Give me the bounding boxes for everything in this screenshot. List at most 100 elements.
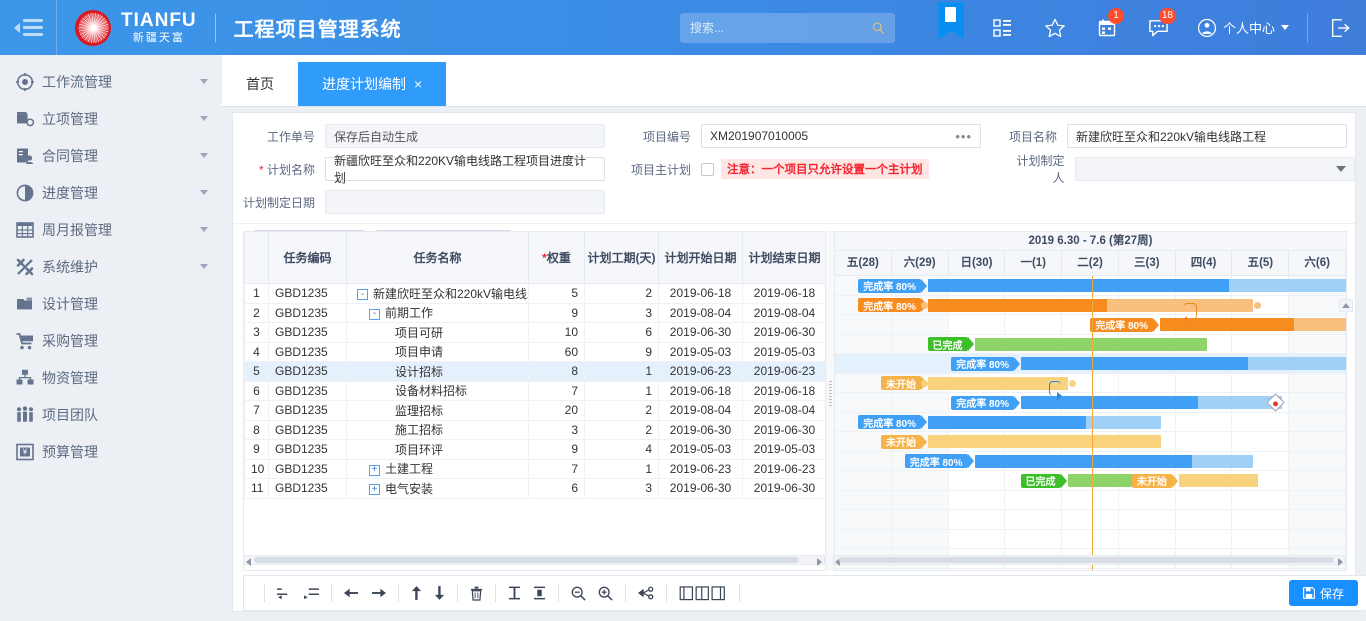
plan-name-field[interactable]: 新疆欣旺至众和220KV输电线路工程项目进度计划 [325,154,605,185]
cell-end-date[interactable]: 2019-06-18 [742,380,825,401]
cell-end-date[interactable]: 2019-05-03 [742,341,825,362]
cell-start-date[interactable]: 2019-05-03 [658,439,743,460]
cell-task-name[interactable]: 项目申请 [346,341,529,362]
cell-task-name[interactable]: -新建欣旺至众和220kV输电线路工程 [346,283,529,304]
pane-splitter[interactable] [825,231,835,571]
cell-weight[interactable]: 6 [528,478,585,499]
cell-end-date[interactable]: 2019-06-23 [742,361,825,382]
cell-start-date[interactable]: 2019-06-30 [658,478,743,499]
table-row[interactable]: 7 GBD1235 监理招标 20 2 2019-08-04 2019-08-04 [244,400,825,421]
sidebar-item-8[interactable]: 采购管理 [0,322,222,359]
sidebar-item-6[interactable]: 系统维护 [0,248,222,285]
gantt-bar[interactable] [1067,474,1147,487]
table-row[interactable]: 10 GBD1235 + 土建工程 7 1 2019-06-23 2019-06-23 [244,458,825,479]
move-left-icon[interactable] [344,587,359,599]
messages-button[interactable]: 18 [1133,0,1185,55]
gantt-bar[interactable] [928,298,1253,312]
cell-duration[interactable]: 1 [584,380,659,401]
save-button[interactable]: 保存 [1288,580,1358,606]
col-5[interactable]: 计划开始日期 [658,232,743,284]
cell-duration[interactable]: 2 [584,283,659,304]
cell-task-name[interactable]: 监理招标 [346,400,529,421]
bookmark-button[interactable] [925,0,977,55]
sidebar-item-1[interactable]: 工作流管理 [0,63,222,100]
gantt-scroll-up-button[interactable] [1339,299,1353,312]
cell-duration[interactable]: 2 [584,400,659,421]
cell-start-date[interactable]: 2019-06-23 [658,361,743,382]
delete-icon[interactable] [470,586,483,601]
cell-end-date[interactable]: 2019-06-18 [742,283,825,304]
gantt-link-handle[interactable] [921,379,928,387]
cell-end-date[interactable]: 2019-06-30 [742,478,825,499]
gantt-bar[interactable] [1159,318,1346,331]
planner-select[interactable] [1074,157,1355,181]
sidebar-collapse-button[interactable] [0,0,56,55]
gantt-bar[interactable] [974,337,1207,351]
cell-start-date[interactable]: 2019-05-03 [658,341,743,362]
close-icon[interactable]: × [414,76,423,92]
gantt-hscrollbar[interactable] [833,555,1345,566]
cell-end-date[interactable]: 2019-06-30 [742,419,825,440]
gantt-bar[interactable] [928,279,1346,292]
zoom-in-icon[interactable] [598,586,613,601]
gantt-bar[interactable] [974,454,1253,468]
cell-weight[interactable]: 3 [528,419,585,440]
cell-end-date[interactable]: 2019-05-03 [742,439,825,460]
cell-task-name[interactable]: 项目环评 [346,439,529,460]
sidebar-item-9[interactable]: 物资管理 [0,359,222,396]
favorites-button[interactable] [1029,0,1081,55]
cell-duration[interactable]: 6 [584,322,659,343]
gantt-link-handle[interactable] [921,301,928,309]
sidebar-item-2[interactable]: 立项管理 [0,100,222,137]
cell-end-date[interactable]: 2019-06-30 [742,322,825,343]
zoom-out-icon[interactable] [571,586,586,601]
outdent-icon[interactable] [277,587,292,600]
link-icon[interactable] [638,586,654,600]
cell-start-date[interactable]: 2019-08-04 [658,302,743,323]
search-input[interactable] [689,20,872,35]
cell-weight[interactable]: 20 [528,400,585,421]
move-right-icon[interactable] [371,587,386,599]
cell-start-date[interactable]: 2019-08-04 [658,400,743,421]
cell-weight[interactable]: 8 [528,361,585,382]
cell-end-date[interactable]: 2019-06-23 [742,458,825,479]
cell-start-date[interactable]: 2019-06-30 [658,322,743,343]
cell-task-name[interactable]: 施工招标 [346,419,529,440]
master-plan-checkbox[interactable] [701,162,714,176]
cell-end-date[interactable]: 2019-08-04 [742,400,825,421]
indent-icon[interactable] [304,587,319,600]
gantt-bar[interactable] [1021,357,1346,370]
cell-task-name[interactable]: 设备材料招标 [346,380,529,401]
view-columns-icon[interactable] [679,585,727,601]
scroll-left-icon[interactable] [835,558,840,566]
cell-weight[interactable]: 10 [528,322,585,343]
cell-task-name[interactable]: + 电气安装 [346,478,529,499]
tab-2[interactable]: 进度计划编制 × [298,62,447,106]
tree-toggle-icon[interactable]: - [357,289,368,301]
table-row[interactable]: 4 GBD1235 项目申请 60 9 2019-05-03 2019-05-03 [244,341,825,362]
cell-task-name[interactable]: + 土建工程 [346,458,529,479]
cell-weight[interactable]: 7 [528,380,585,401]
cell-task-name[interactable]: 设计招标 [346,361,529,382]
user-menu[interactable]: 个人中心 [1185,18,1301,38]
tree-toggle-icon[interactable]: + [369,484,380,496]
scroll-left-icon[interactable] [246,558,251,566]
cell-start-date[interactable]: 2019-06-18 [658,380,743,401]
tab-1[interactable]: 首页 [222,62,298,106]
cell-duration[interactable]: 9 [584,341,659,362]
col-1[interactable]: 任务编码 [268,232,347,284]
cell-weight[interactable]: 5 [528,283,585,304]
col-3[interactable]: *权重 [528,232,585,284]
move-down-icon[interactable] [434,586,445,600]
cell-task-name[interactable]: - 前期工作 [346,302,529,323]
logout-button[interactable] [1314,0,1366,55]
project-no-field[interactable]: XM201907010005 ••• [701,124,981,148]
gantt-bar[interactable] [928,435,1161,448]
col-4[interactable]: 计划工期(天) [584,232,659,284]
table-row[interactable]: 8 GBD1235 施工招标 3 2 2019-06-30 2019-06-30 [244,419,825,440]
gantt-bar[interactable] [928,415,1161,429]
col-6[interactable]: 计划结束日期 [742,232,825,284]
search-box[interactable] [679,12,895,43]
gantt-link-handle[interactable] [1253,301,1261,309]
cell-weight[interactable]: 9 [528,302,585,323]
